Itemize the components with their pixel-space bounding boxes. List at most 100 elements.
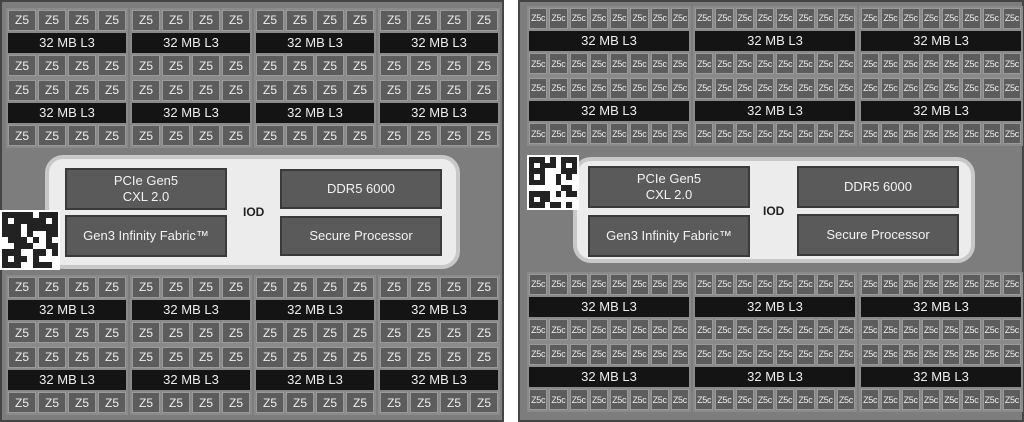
- cpu-core: Z5: [316, 392, 344, 413]
- cpu-core: Z5c: [942, 123, 961, 144]
- cpu-core: Z5: [222, 277, 250, 298]
- cpu-core: Z5: [162, 322, 190, 343]
- cpu-core: Z5: [410, 55, 438, 76]
- cpu-core: Z5c: [569, 53, 588, 74]
- cpu-core: Z5c: [1002, 123, 1021, 144]
- cpu-core: Z5c: [962, 53, 981, 74]
- ccd-block: Z5c Z5c Z5c Z5c Z5c Z5c Z5c Z5c 32 MB L3 Z5c Z5c Z5…: [859, 76, 1023, 146]
- cpu-core: Z5: [222, 347, 250, 368]
- right-fabric-block: Gen3 Infinity Fabric™: [588, 215, 750, 257]
- cpu-core: Z5c: [755, 53, 774, 74]
- cpu-core: Z5c: [816, 389, 835, 410]
- cpu-core: Z5c: [796, 53, 815, 74]
- cpu-core: Z5c: [610, 78, 629, 99]
- cpu-core: Z5c: [529, 319, 548, 340]
- cpu-core: Z5c: [589, 78, 608, 99]
- cpu-core: Z5: [440, 347, 468, 368]
- cpu-core: Z5: [346, 10, 374, 31]
- cpu-core: Z5c: [861, 274, 880, 295]
- ccd-block: Z5 Z5 Z5 Z5 32 MB L3 Z5 Z5 Z5 Z5: [254, 78, 376, 148]
- cpu-core: Z5c: [881, 8, 900, 29]
- cpu-core: Z5c: [776, 274, 795, 295]
- cpu-core: Z5: [68, 392, 96, 413]
- cpu-core: Z5c: [982, 53, 1001, 74]
- cpu-core: Z5: [286, 277, 314, 298]
- ccd-block: Z5c Z5c Z5c Z5c Z5c Z5c Z5c Z5c 32 MB L3 Z5c Z5c Z5…: [693, 342, 857, 412]
- cpu-core: Z5c: [589, 389, 608, 410]
- l3-cache: 32 MB L3: [380, 102, 498, 124]
- cpu-core: Z5c: [630, 8, 649, 29]
- cpu-core: Z5: [346, 392, 374, 413]
- cpu-core: Z5c: [921, 78, 940, 99]
- cpu-core: Z5c: [881, 274, 900, 295]
- cpu-core: Z5: [222, 322, 250, 343]
- cpu-core: Z5c: [650, 274, 669, 295]
- cpu-core: Z5: [286, 347, 314, 368]
- cpu-core: Z5c: [755, 78, 774, 99]
- cpu-core: Z5: [68, 10, 96, 31]
- cpu-core: Z5c: [650, 344, 669, 365]
- cpu-core: Z5c: [735, 344, 754, 365]
- cpu-core: Z5c: [881, 319, 900, 340]
- cpu-core: Z5: [316, 125, 344, 146]
- cpu-core: Z5c: [529, 123, 548, 144]
- cpu-core: Z5c: [569, 319, 588, 340]
- cpu-core: Z5: [316, 80, 344, 101]
- cpu-core: Z5c: [776, 389, 795, 410]
- cpu-core: Z5: [162, 347, 190, 368]
- cpu-core: Z5c: [816, 8, 835, 29]
- ccd-block: Z5 Z5 Z5 Z5 32 MB L3 Z5 Z5 Z5 Z5: [130, 78, 252, 148]
- cpu-core: Z5: [256, 277, 284, 298]
- cpu-core: Z5c: [861, 389, 880, 410]
- cpu-core: Z5: [222, 55, 250, 76]
- cpu-core: Z5c: [942, 53, 961, 74]
- cpu-core: Z5c: [650, 123, 669, 144]
- l3-cache: 32 MB L3: [132, 102, 250, 124]
- cpu-core: Z5c: [549, 78, 568, 99]
- cpu-core: Z5: [8, 392, 36, 413]
- cpu-core: Z5c: [796, 123, 815, 144]
- cpu-core: Z5: [222, 125, 250, 146]
- cpu-core: Z5c: [755, 319, 774, 340]
- cpu-core: Z5c: [816, 123, 835, 144]
- ccd-block: Z5c Z5c Z5c Z5c Z5c Z5c Z5c Z5c 32 MB L3 Z5c Z5c Z5…: [527, 342, 691, 412]
- cpu-core: Z5c: [776, 8, 795, 29]
- cpu-core: Z5c: [670, 344, 689, 365]
- cpu-core: Z5: [440, 277, 468, 298]
- cpu-core: Z5c: [796, 274, 815, 295]
- cpu-core: Z5c: [569, 123, 588, 144]
- cpu-core: Z5c: [776, 319, 795, 340]
- cpu-core: Z5c: [589, 319, 608, 340]
- ccd-block: Z5 Z5 Z5 Z5 32 MB L3 Z5 Z5 Z5 Z5: [6, 78, 128, 148]
- cpu-core: Z5: [470, 322, 498, 343]
- cpu-core: Z5: [98, 347, 126, 368]
- cpu-core: Z5c: [549, 274, 568, 295]
- cpu-core: Z5c: [962, 78, 981, 99]
- cpu-core: Z5: [222, 80, 250, 101]
- cpu-core: Z5: [162, 80, 190, 101]
- cpu-core: Z5c: [610, 344, 629, 365]
- cpu-core: Z5: [192, 10, 220, 31]
- l3-cache: 32 MB L3: [529, 30, 689, 52]
- cpu-core: Z5: [470, 347, 498, 368]
- cpu-core: Z5c: [670, 53, 689, 74]
- l3-cache: 32 MB L3: [132, 299, 250, 321]
- cpu-core: Z5c: [589, 123, 608, 144]
- l3-cache: 32 MB L3: [8, 102, 126, 124]
- cpu-core: Z5c: [1002, 78, 1021, 99]
- cpu-core: Z5c: [650, 78, 669, 99]
- l3-cache: 32 MB L3: [8, 369, 126, 391]
- cpu-core: Z5: [346, 80, 374, 101]
- cpu-core: Z5c: [695, 344, 714, 365]
- l3-cache: 32 MB L3: [256, 369, 374, 391]
- cpu-core: Z5: [256, 322, 284, 343]
- cpu-core: Z5c: [796, 8, 815, 29]
- cpu-core: Z5c: [715, 389, 734, 410]
- cpu-core: Z5: [380, 392, 408, 413]
- cpu-core: Z5: [470, 125, 498, 146]
- cpu-core: Z5c: [982, 319, 1001, 340]
- l3-cache: 32 MB L3: [861, 100, 1021, 122]
- cpu-core: Z5: [440, 322, 468, 343]
- cpu-core: Z5c: [529, 274, 548, 295]
- cpu-core: Z5c: [861, 8, 880, 29]
